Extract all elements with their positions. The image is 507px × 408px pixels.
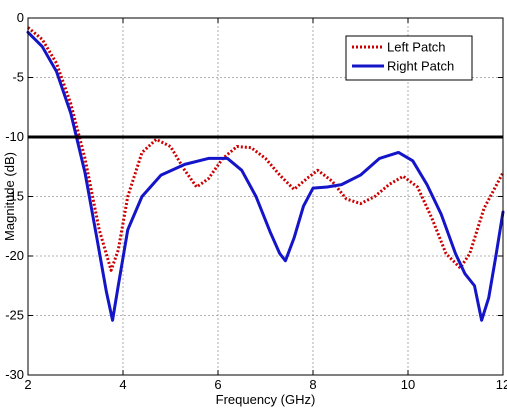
y-tick-label: -5 (12, 70, 24, 85)
x-tick-label: 8 (309, 377, 316, 392)
x-tick-label: 2 (24, 377, 31, 392)
legend-label-left-patch: Left Patch (387, 40, 446, 55)
y-axis-label: Magnitude (dB) (2, 152, 17, 241)
x-axis-label: Frequency (GHz) (216, 392, 316, 407)
y-tick-label: 0 (17, 10, 24, 25)
x-tick-label: 12 (496, 377, 507, 392)
y-tick-label: -25 (5, 308, 24, 323)
series-layer (26, 26, 505, 322)
y-tick-label: -15 (5, 189, 24, 204)
series-line-right-patch (26, 30, 505, 322)
y-tick-label: -30 (5, 367, 24, 382)
x-tick-label: 4 (119, 377, 126, 392)
legend: Left Patch Right Patch (345, 35, 473, 81)
y-tick-label: -10 (5, 129, 24, 144)
x-tick-label: 10 (401, 377, 415, 392)
legend-box (345, 35, 473, 81)
y-tick-label: -20 (5, 248, 24, 263)
ticks: 2 4 6 8 10 12 0 -5 -10 -15 -20 -25 -30 (5, 10, 507, 392)
legend-label-right-patch: Right Patch (387, 59, 454, 74)
x-tick-label: 6 (214, 377, 221, 392)
series-line-left-patch (27, 26, 505, 272)
